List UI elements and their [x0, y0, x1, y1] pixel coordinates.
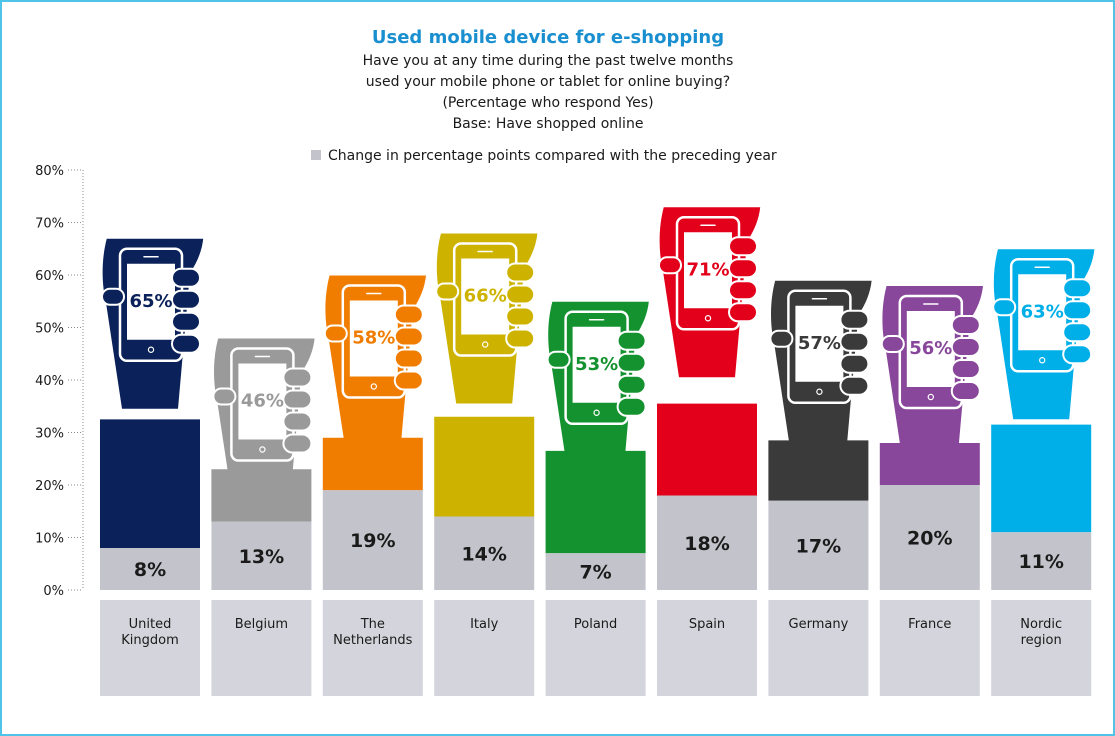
bar-change: [991, 532, 1092, 590]
y-tick-label: 30%: [35, 427, 64, 442]
hand-phone-icon: [880, 286, 983, 445]
bar-main: [879, 443, 980, 485]
bars: 65% 8% 46% 13% 58% 19% 66% 14% 53% 7% 71% 18% 57% 17%…: [100, 207, 1095, 590]
category-box: [879, 600, 980, 696]
category-label: Germany: [789, 617, 849, 632]
legend: Change in percentage points compared wit…: [311, 148, 777, 164]
y-tick-label: 20%: [35, 479, 64, 494]
chart-subtitle: Have you at any time during the past twe…: [363, 53, 734, 132]
bar-change: [545, 553, 646, 590]
bar-value-label: 58%: [352, 328, 395, 349]
y-tick-label: 40%: [35, 374, 64, 389]
bar-main: [991, 424, 1092, 533]
bar-value-label: 66%: [464, 286, 507, 307]
change-value-label: 8%: [134, 559, 166, 581]
category-box: [545, 600, 646, 696]
category-box: [657, 600, 757, 696]
hand-phone-icon: [323, 275, 426, 440]
bar-change: [322, 490, 423, 590]
category-label: Poland: [574, 617, 617, 632]
category-label: Belgium: [235, 617, 288, 632]
category-label: Italy: [470, 617, 499, 632]
bar-main: [100, 419, 200, 548]
category-label: Nordic: [1020, 617, 1062, 632]
y-tick-label: 60%: [35, 269, 64, 284]
bar-main: [211, 469, 312, 522]
hand-phone-icon: [435, 233, 538, 404]
category-label: Kingdom: [121, 633, 179, 648]
bar-change: [100, 548, 200, 590]
bar-change: [657, 495, 757, 590]
change-value-label: 18%: [684, 533, 729, 555]
bar-main: [434, 416, 535, 517]
subtitle-line: Have you at any time during the past twe…: [363, 53, 734, 69]
bar-change: [211, 521, 312, 590]
change-value-label: 20%: [907, 528, 952, 550]
hand-phone-icon: [658, 207, 761, 378]
change-value-label: 19%: [350, 530, 395, 552]
subtitle-line: Base: Have shopped online: [453, 116, 644, 132]
legend-label: Change in percentage points compared wit…: [328, 148, 777, 164]
bar-main: [768, 440, 869, 501]
change-value-label: 11%: [1018, 551, 1063, 573]
hand-phone-icon: [212, 338, 315, 472]
category-label: The: [360, 617, 385, 632]
hand-phone-icon: [101, 238, 204, 409]
category-box: [211, 600, 312, 696]
chart-title: Used mobile device for e-shopping: [372, 27, 724, 48]
y-axis: 0% 10% 20% 30% 40% 50% 60% 70% 80%: [35, 164, 84, 599]
change-value-label: 17%: [796, 535, 841, 557]
category-label: Netherlands: [333, 633, 412, 648]
legend-swatch: [311, 150, 321, 160]
bar-main: [657, 403, 757, 496]
category-box: [991, 600, 1092, 696]
category-label: United: [129, 617, 172, 632]
y-tick-label: 0%: [43, 584, 64, 599]
subtitle-line: used your mobile phone or tablet for onl…: [366, 74, 730, 90]
y-tick-label: 70%: [35, 217, 64, 232]
bar-change: [434, 516, 535, 590]
hand-phone-icon: [769, 280, 872, 443]
change-value-label: 13%: [239, 546, 284, 568]
bar-change: [768, 500, 869, 590]
bar-value-label: 65%: [129, 291, 172, 312]
bar-value-label: 57%: [798, 333, 841, 354]
y-tick-label: 10%: [35, 532, 64, 547]
bar-value-label: 53%: [575, 354, 618, 375]
category-box: [434, 600, 535, 696]
category-box: [322, 600, 423, 696]
category-box: [768, 600, 869, 696]
subtitle-line: (Percentage who respond Yes): [442, 95, 653, 111]
hand-phone-icon: [992, 249, 1095, 420]
category-label: region: [1021, 633, 1062, 648]
y-tick-label: 80%: [35, 164, 64, 179]
category-label: France: [908, 617, 951, 632]
change-value-label: 7%: [579, 562, 611, 584]
bar-main: [545, 450, 646, 554]
bar-main: [322, 437, 423, 491]
y-tick-label: 50%: [35, 322, 64, 337]
category-box: [100, 600, 200, 696]
category-label: Spain: [689, 617, 725, 632]
bar-value-label: 56%: [909, 338, 952, 359]
bar-value-label: 46%: [241, 391, 284, 412]
change-value-label: 14%: [461, 543, 506, 565]
bar-change: [879, 485, 980, 590]
bar-value-label: 63%: [1021, 301, 1064, 322]
hand-phone-icon: [546, 301, 649, 453]
bar-value-label: 71%: [686, 259, 729, 280]
